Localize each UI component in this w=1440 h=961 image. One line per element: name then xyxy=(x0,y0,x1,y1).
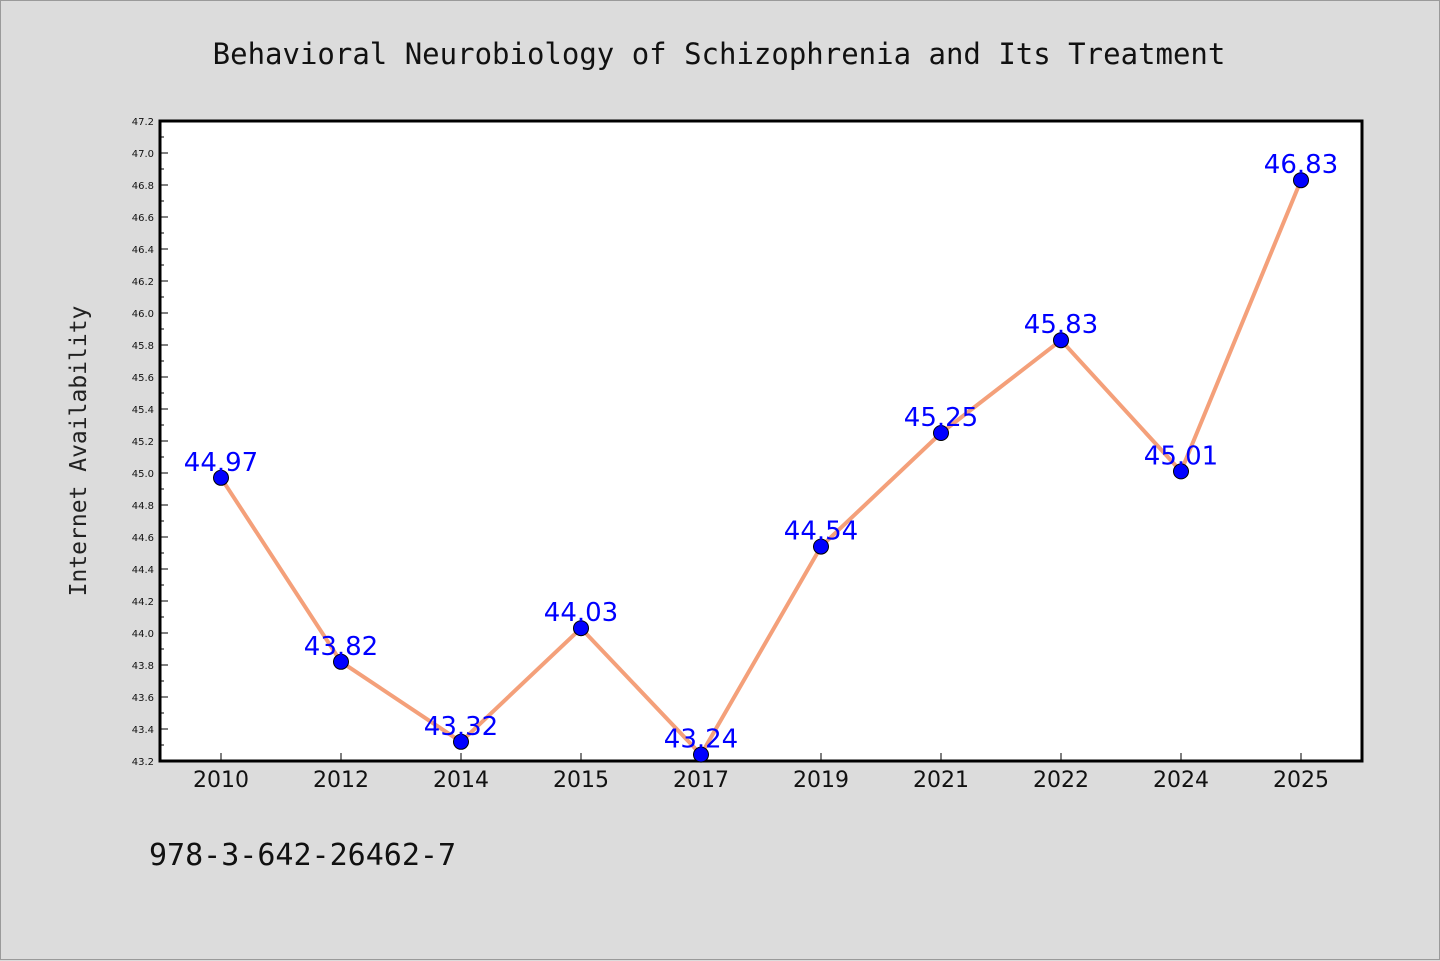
series-line-group xyxy=(219,179,1303,757)
y-tick-label: 44.8 xyxy=(132,501,154,512)
data-point xyxy=(213,469,229,486)
x-tick-label: 2024 xyxy=(1153,768,1209,793)
chart-title: Behavioral Neurobiology of Schizophrenia… xyxy=(213,37,1226,71)
y-tick-label: 46.8 xyxy=(132,181,154,192)
y-tick-label: 45.4 xyxy=(132,405,154,416)
y-tick-label: 46.6 xyxy=(132,213,154,224)
x-tick-label: 2012 xyxy=(313,768,369,793)
y-tick-label: 46.4 xyxy=(132,245,154,256)
data-label: 44.54 xyxy=(784,517,858,547)
isbn-footer: 978-3-642-26462-7 xyxy=(149,838,456,873)
x-tick-label: 2014 xyxy=(433,768,489,793)
series-line xyxy=(219,179,1303,757)
y-axis-ticks: 43.2 43.4 43.6 43.8 44.0 44.2 44.4 44.6 44.8 45.0… xyxy=(132,117,168,768)
data-label-group: 44.97 43.82 43.32 44.03 43.24 44.54 45.25 45.83… xyxy=(184,150,1338,754)
data-point xyxy=(933,425,949,441)
y-tick-label: 46.0 xyxy=(132,309,154,320)
x-tick-label: 2022 xyxy=(1033,768,1089,793)
x-tick-label: 2025 xyxy=(1273,768,1329,793)
data-label: 43.32 xyxy=(424,712,498,742)
y-tick-label: 46.2 xyxy=(132,277,154,288)
y-tick-label: 47.0 xyxy=(132,149,154,160)
data-point xyxy=(813,538,829,555)
x-tick-label: 2017 xyxy=(673,768,729,793)
data-label: 43.82 xyxy=(304,632,378,662)
y-tick-label: 47.2 xyxy=(132,117,154,128)
y-tick-label: 45.0 xyxy=(132,469,154,480)
marker-group xyxy=(213,172,1309,763)
y-tick-label: 44.6 xyxy=(132,533,154,544)
data-point xyxy=(453,733,469,750)
data-point xyxy=(1173,463,1189,480)
x-axis-ticks: 2010 2012 2014 2015 2017 2019 2021 2022 2024 2025 xyxy=(193,753,1329,793)
data-point xyxy=(573,620,589,637)
data-point xyxy=(333,653,349,670)
data-label: 44.97 xyxy=(184,448,258,478)
data-label: 46.83 xyxy=(1264,150,1338,180)
y-tick-label: 44.2 xyxy=(132,597,154,608)
y-axis-label: Internet Availability xyxy=(66,306,92,597)
data-label: 45.01 xyxy=(1144,441,1218,471)
data-label: 45.25 xyxy=(904,403,978,433)
data-label: 44.03 xyxy=(544,598,618,628)
data-point xyxy=(693,746,709,763)
y-tick-label: 43.8 xyxy=(132,661,154,672)
data-point xyxy=(1053,332,1069,349)
x-tick-label: 2015 xyxy=(553,768,609,793)
x-tick-label: 2021 xyxy=(913,768,969,793)
y-tick-label: 45.8 xyxy=(132,341,154,352)
x-tick-label: 2010 xyxy=(193,768,249,793)
data-label: 43.24 xyxy=(664,725,738,755)
x-tick-label: 2019 xyxy=(793,768,849,793)
y-tick-label: 43.6 xyxy=(132,693,154,704)
y-tick-label: 43.4 xyxy=(132,725,154,736)
y-tick-label: 44.4 xyxy=(132,565,154,576)
data-point xyxy=(1293,172,1309,189)
y-tick-label: 44.0 xyxy=(132,629,154,640)
y-tick-label: 45.6 xyxy=(132,373,154,384)
y-tick-label: 43.2 xyxy=(132,757,154,768)
y-tick-label: 45.2 xyxy=(132,437,154,448)
data-label: 45.83 xyxy=(1024,310,1098,340)
